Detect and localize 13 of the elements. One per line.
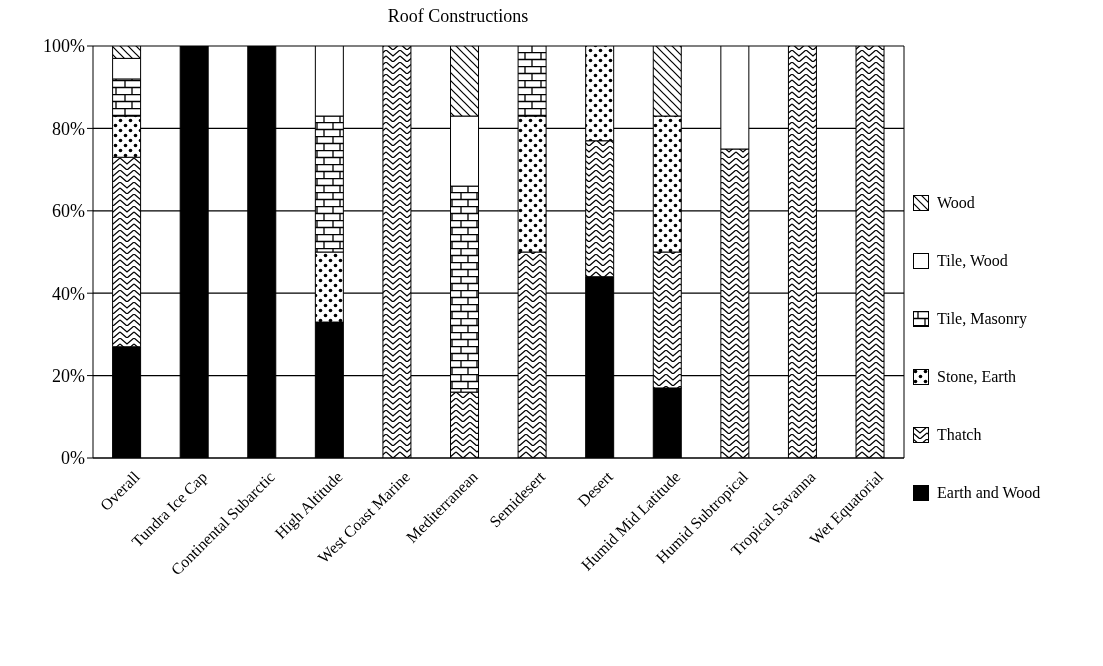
legend-label: Tile, Masonry xyxy=(937,310,1028,328)
legend-label: Tile, Wood xyxy=(937,252,1008,270)
legend-label: Thatch xyxy=(937,426,982,444)
legend-label: Stone, Earth xyxy=(937,368,1017,386)
y-tick-label: 60% xyxy=(52,201,85,222)
y-tick-label: 80% xyxy=(52,118,85,139)
legend-label: Wood xyxy=(937,194,975,212)
y-tick-label: 20% xyxy=(52,365,85,386)
legend-label: Earth and Wood xyxy=(937,484,1041,502)
y-tick-label: 40% xyxy=(52,283,85,304)
y-tick-label: 0% xyxy=(61,448,85,469)
chart-title: Roof Constructions xyxy=(386,6,530,28)
y-tick-label: 100% xyxy=(43,36,85,57)
